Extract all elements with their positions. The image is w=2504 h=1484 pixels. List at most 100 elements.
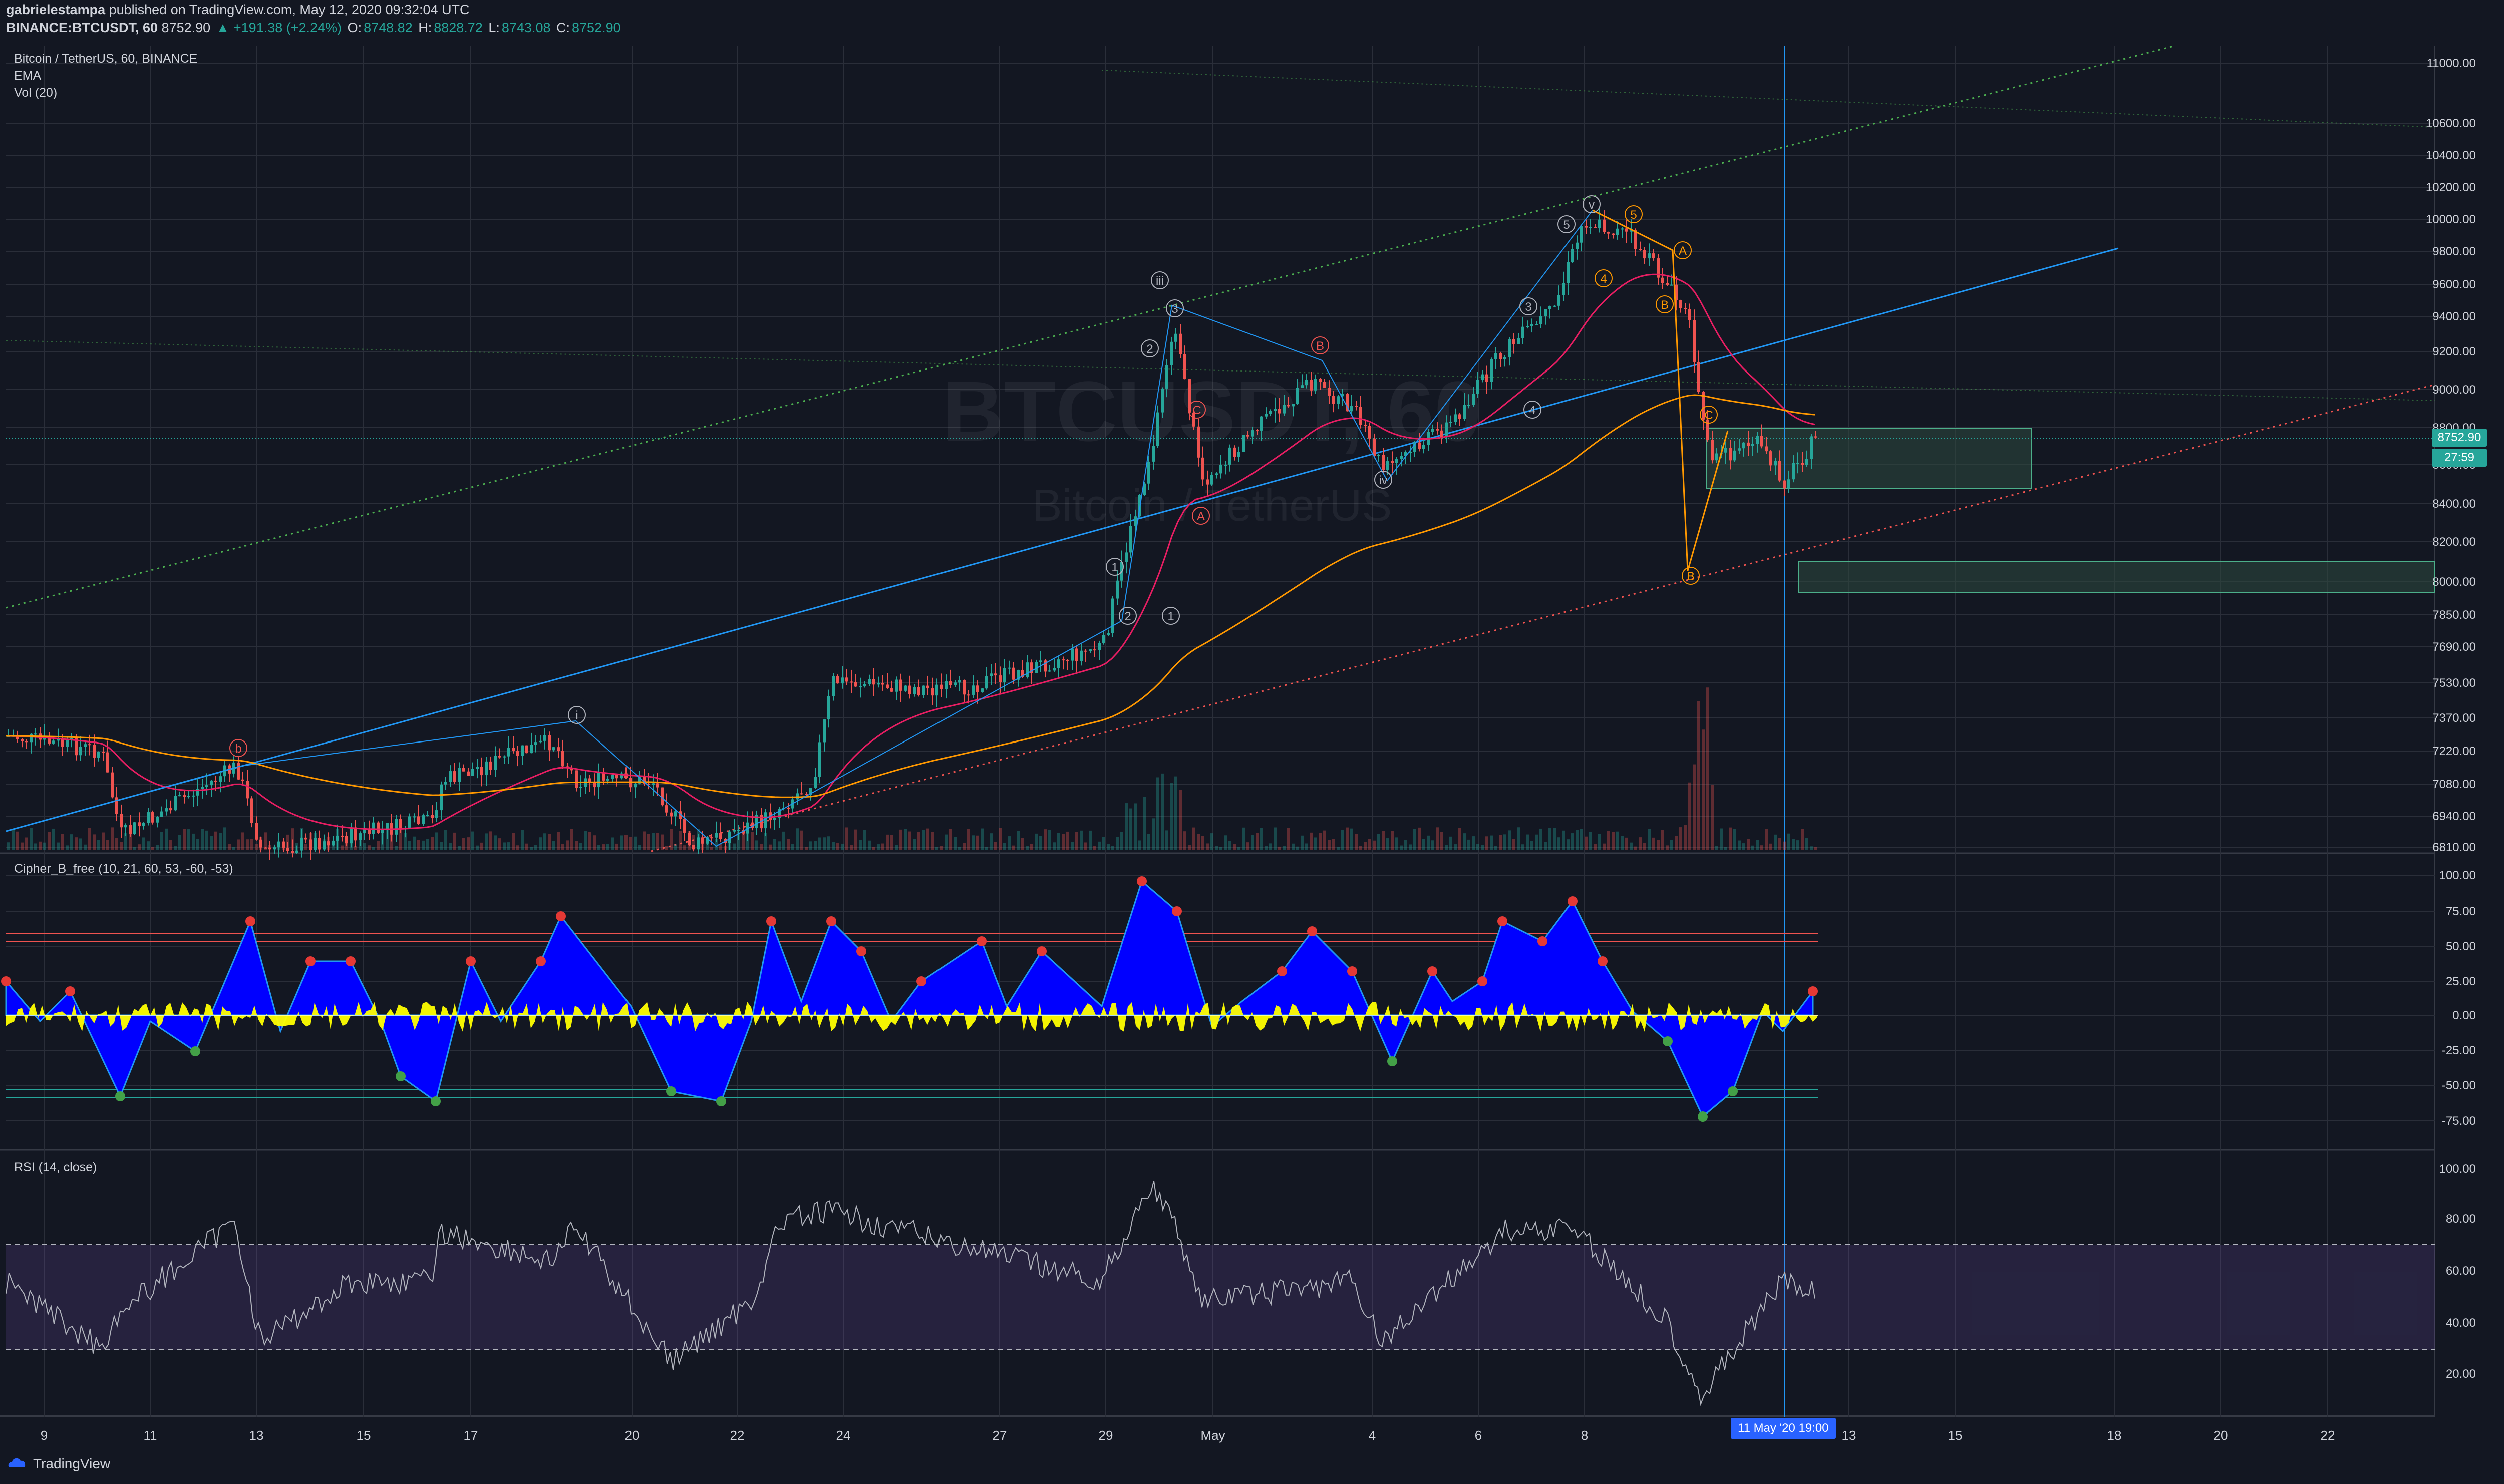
candle-body [670,812,673,817]
close-value: 8752.90 [572,20,621,35]
volume-bar [588,832,591,850]
volume-bar [372,847,375,850]
volume-bar [742,832,745,850]
time-tick-label: 24 [836,1428,851,1443]
candle-body [1179,333,1182,354]
candle-body [318,838,321,850]
cipher-money-flow [6,1002,1818,1032]
cipher-sell-dot [856,946,866,956]
tradingview-brand[interactable]: TradingView [33,1456,111,1471]
volume-bar [954,837,957,850]
volume-bar [494,835,497,850]
wave-label-circle [1656,295,1674,313]
ema-legend[interactable]: EMA [14,69,42,83]
volume-bar [1427,835,1430,850]
candle-body [1580,226,1583,243]
volume-bar [1675,836,1678,850]
volume-bar [467,837,470,850]
cipher-sell-dot [1037,946,1047,956]
candle-body [1765,446,1768,452]
candle-body [30,733,33,743]
volume-bar [791,844,794,850]
volume-bar [304,844,307,850]
candle-body [917,687,920,695]
volume-bar [1035,833,1038,850]
volume-bar [899,829,902,850]
volume-bar [52,828,55,850]
time-tick-label: 22 [730,1428,745,1443]
candle-body [534,742,537,745]
candle-body [859,686,862,688]
rsi-legend[interactable]: RSI (14, close) [14,1160,97,1174]
volume-bar [606,844,609,850]
candle-body [440,784,443,811]
candle-body [561,751,564,767]
volume-bar [354,846,357,850]
cipher-legend[interactable]: Cipher_B_free (10, 21, 60, 53, -60, -53) [14,862,233,876]
volume-bar [1039,836,1042,850]
price-tick-label: 9400.00 [2432,310,2476,323]
wave-label: C [1192,404,1201,417]
price-tick-label: 10600.00 [2426,117,2476,130]
volume-bar [710,847,713,850]
volume-bar [823,837,826,850]
volume-bar [1328,840,1331,850]
trendline-green-dotted [1101,70,2435,128]
candle-body [264,847,267,849]
candle-body [688,832,691,845]
candle-body [1445,422,1448,437]
main-legend-title[interactable]: Bitcoin / TetherUS, 60, BINANCE [14,52,198,66]
footer: TradingView [6,1456,110,1472]
volume-bar [1688,782,1691,850]
volume-bar [1120,832,1123,850]
volume-bar [422,840,425,850]
price-tick-label: 7370.00 [2432,711,2476,725]
volume-bar [1585,836,1588,850]
candle-body [214,780,217,782]
candle-body [1066,660,1069,661]
volume-bar [827,836,830,850]
candle-body [872,679,875,685]
volume-bar [719,844,722,850]
candle-body [895,679,898,692]
volume-bar [1111,846,1114,850]
volume-bar [994,842,997,850]
candle-body [1594,227,1597,228]
candle-body [52,740,55,744]
volume-bar [1206,843,1209,850]
time-tick-label: May [1200,1428,1225,1443]
candle-body [908,685,911,694]
volume-bar [1246,842,1249,850]
volume-bar [1197,834,1200,850]
volume-bar [1188,845,1191,850]
volume-bar [611,837,614,850]
volume-bar [408,840,411,850]
candle-body [954,682,957,685]
candle-body [336,835,339,841]
author-name[interactable]: gabrielestampa [6,2,106,17]
volume-bar [1021,838,1024,850]
main-legend: Bitcoin / TetherUS, 60, BINANCE EMA Vol … [14,50,197,101]
cipher-sell-dot [556,911,566,921]
vol-legend[interactable]: Vol (20) [14,86,58,100]
candle-body [286,848,289,851]
candle-body [1274,409,1277,411]
candle-body [1377,455,1380,456]
volume-bar [931,832,934,850]
candle-body [1174,333,1177,342]
candle-body [1760,436,1763,447]
candle-body [543,735,546,741]
candle-body [1310,380,1313,391]
volume-bar [1576,830,1579,850]
crosshair-time-label: 11 May '20 19:00 [1731,1418,1836,1439]
rsi-line [6,1181,1815,1406]
volume-bar [241,832,244,850]
tradingview-logo-icon[interactable] [6,1457,28,1470]
volume-bar [845,827,848,850]
volume-bar [1598,834,1601,850]
candle-body [453,771,456,782]
candle-body [1612,233,1615,235]
candle-body [70,738,73,739]
volume-bar [462,838,465,850]
